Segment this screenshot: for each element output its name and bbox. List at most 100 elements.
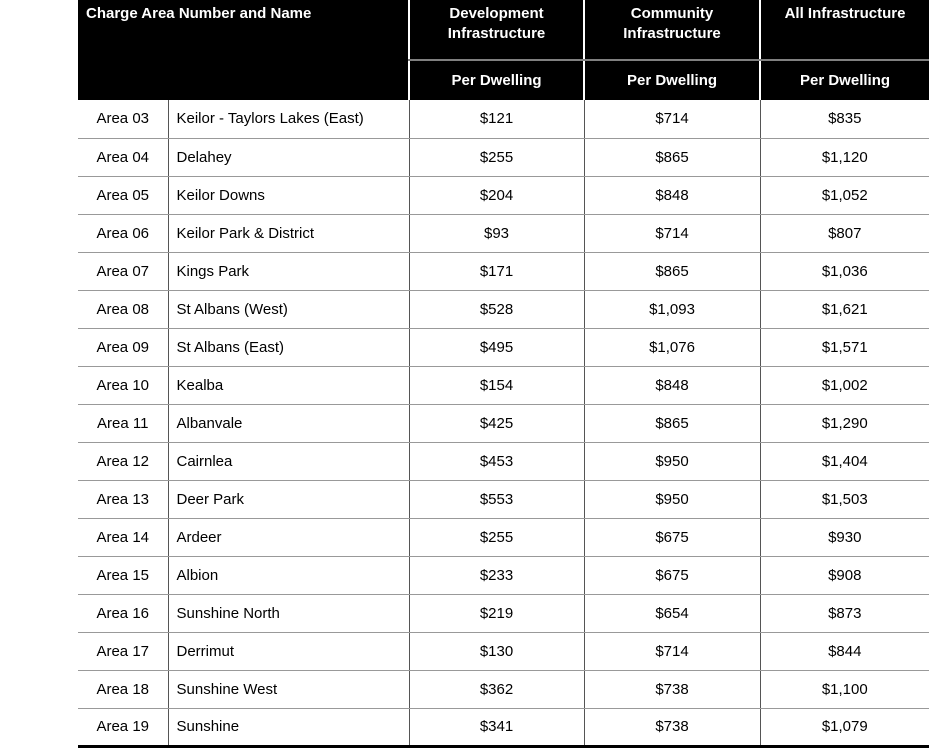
cell-community-per-dwelling: $950 [583,480,761,519]
cell-community-per-dwelling: $654 [583,594,761,633]
cell-development-per-dwelling: $362 [408,670,585,709]
cell-area-name: Keilor - Taylors Lakes (East) [167,100,410,139]
cell-development-per-dwelling: $495 [408,328,585,367]
cell-all-per-dwelling: $1,036 [759,252,930,291]
cell-all-per-dwelling: $1,100 [759,670,930,709]
cell-development-per-dwelling: $255 [408,138,585,177]
cell-area-number: Area 06 [78,214,168,253]
cell-all-per-dwelling: $873 [759,594,930,633]
cell-development-per-dwelling: $93 [408,214,585,253]
cell-all-per-dwelling: $1,503 [759,480,930,519]
cell-community-per-dwelling: $865 [583,404,761,443]
table-row: Area 18 Sunshine West $362 $738 $1,100 [78,670,930,709]
table-row: Area 12 Cairnlea $453 $950 $1,404 [78,442,930,481]
cell-community-per-dwelling: $1,093 [583,290,761,329]
cell-area-name: Sunshine West [167,670,410,709]
cell-all-per-dwelling: $844 [759,632,930,671]
cell-area-number: Area 07 [78,252,168,291]
table-row: Area 11 Albanvale $425 $865 $1,290 [78,404,930,443]
cell-area-name: Deer Park [167,480,410,519]
table-header: Charge Area Number and Name Development … [78,0,930,100]
subheader-development-per-dwelling: Per Dwelling [408,60,585,100]
cell-area-name: Ardeer [167,518,410,557]
table-row: Area 05 Keilor Downs $204 $848 $1,052 [78,176,930,215]
cell-area-name: Keilor Park & District [167,214,410,253]
cell-all-per-dwelling: $835 [759,100,930,139]
table-body: Area 03 Keilor - Taylors Lakes (East) $1… [78,100,930,748]
cell-development-per-dwelling: $121 [408,100,585,139]
cell-area-number: Area 15 [78,556,168,595]
cell-development-per-dwelling: $233 [408,556,585,595]
cell-area-name: Keilor Downs [167,176,410,215]
subheader-community-per-dwelling: Per Dwelling [583,60,761,100]
table-row: Area 08 St Albans (West) $528 $1,093 $1,… [78,290,930,329]
table-row: Area 10 Kealba $154 $848 $1,002 [78,366,930,405]
cell-development-per-dwelling: $204 [408,176,585,215]
cell-all-per-dwelling: $930 [759,518,930,557]
cell-area-number: Area 13 [78,480,168,519]
cell-development-per-dwelling: $341 [408,708,585,748]
cell-community-per-dwelling: $848 [583,366,761,405]
cell-area-number: Area 19 [78,708,168,748]
cell-development-per-dwelling: $528 [408,290,585,329]
cell-community-per-dwelling: $848 [583,176,761,215]
cell-development-per-dwelling: $425 [408,404,585,443]
table-row: Area 03 Keilor - Taylors Lakes (East) $1… [78,100,930,139]
header-development-infrastructure: Development Infrastructure [408,0,585,61]
cell-development-per-dwelling: $553 [408,480,585,519]
cell-area-name: Delahey [167,138,410,177]
cell-area-number: Area 17 [78,632,168,671]
cell-community-per-dwelling: $738 [583,708,761,748]
cell-area-name: St Albans (West) [167,290,410,329]
cell-area-number: Area 03 [78,100,168,139]
cell-all-per-dwelling: $1,002 [759,366,930,405]
table-row: Area 15 Albion $233 $675 $908 [78,556,930,595]
table-row: Area 09 St Albans (East) $495 $1,076 $1,… [78,328,930,367]
cell-area-number: Area 10 [78,366,168,405]
table-row: Area 19 Sunshine $341 $738 $1,079 [78,708,930,748]
cell-development-per-dwelling: $219 [408,594,585,633]
cell-community-per-dwelling: $714 [583,632,761,671]
cell-all-per-dwelling: $908 [759,556,930,595]
header-community-infrastructure: Community Infrastructure [583,0,761,61]
header-charge-area-number-and-name: Charge Area Number and Name [78,0,410,100]
cell-area-name: Albanvale [167,404,410,443]
cell-area-name: Derrimut [167,632,410,671]
cell-all-per-dwelling: $1,621 [759,290,930,329]
cell-community-per-dwelling: $675 [583,556,761,595]
cell-area-number: Area 08 [78,290,168,329]
cell-all-per-dwelling: $807 [759,214,930,253]
cell-community-per-dwelling: $1,076 [583,328,761,367]
cell-all-per-dwelling: $1,571 [759,328,930,367]
cell-all-per-dwelling: $1,290 [759,404,930,443]
header-all-infrastructure: All Infrastructure [759,0,930,61]
cell-area-name: Albion [167,556,410,595]
cell-area-name: Cairnlea [167,442,410,481]
cell-area-name: St Albans (East) [167,328,410,367]
cell-area-number: Area 14 [78,518,168,557]
cell-area-name: Kings Park [167,252,410,291]
charge-area-table: Charge Area Number and Name Development … [78,0,930,748]
cell-area-number: Area 04 [78,138,168,177]
cell-development-per-dwelling: $453 [408,442,585,481]
cell-development-per-dwelling: $130 [408,632,585,671]
cell-community-per-dwelling: $675 [583,518,761,557]
cell-community-per-dwelling: $865 [583,138,761,177]
cell-all-per-dwelling: $1,052 [759,176,930,215]
cell-area-name: Sunshine [167,708,410,748]
cell-area-number: Area 18 [78,670,168,709]
cell-all-per-dwelling: $1,404 [759,442,930,481]
cell-all-per-dwelling: $1,079 [759,708,930,748]
cell-area-name: Sunshine North [167,594,410,633]
table-row: Area 13 Deer Park $553 $950 $1,503 [78,480,930,519]
table-row: Area 04 Delahey $255 $865 $1,120 [78,138,930,177]
cell-area-number: Area 09 [78,328,168,367]
cell-development-per-dwelling: $255 [408,518,585,557]
table-row: Area 06 Keilor Park & District $93 $714 … [78,214,930,253]
cell-community-per-dwelling: $714 [583,214,761,253]
cell-all-per-dwelling: $1,120 [759,138,930,177]
subheader-all-per-dwelling: Per Dwelling [759,60,930,100]
table-row: Area 14 Ardeer $255 $675 $930 [78,518,930,557]
cell-development-per-dwelling: $171 [408,252,585,291]
